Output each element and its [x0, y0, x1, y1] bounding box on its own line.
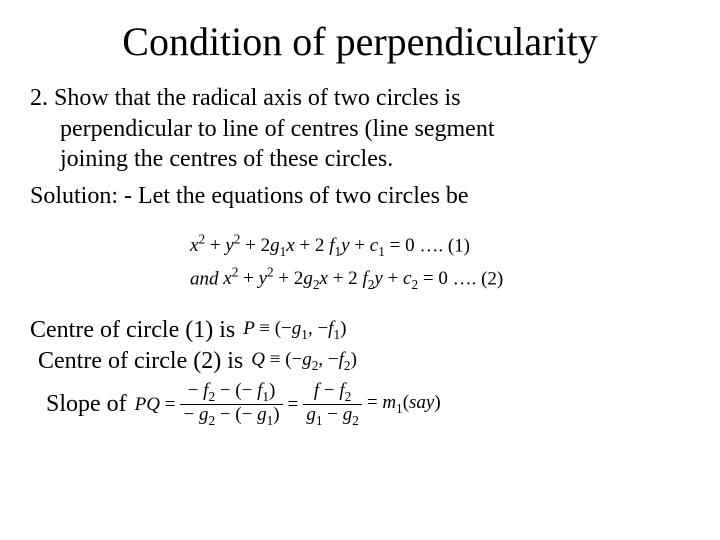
slope-label: Slope of — [46, 391, 127, 418]
problem-line-3: joining the centres of these circles. — [30, 144, 690, 175]
fraction-2: f − f2 g1 − g2 — [303, 381, 362, 428]
centre-2-math: Q ≡ (−g2, −f2) — [251, 349, 357, 374]
slope-row: Slope of PQ = − f2 − (− f1) − g2 − (− g1… — [46, 381, 690, 428]
equation-2-prefix: and — [190, 268, 219, 289]
centre-1-math: P ≡ (−g1, −f1) — [243, 318, 346, 343]
equation-1: x2 + y2 + 2g1x + 2 f1y + c1 = 0 …. (1) — [190, 230, 690, 263]
equations-block: x2 + y2 + 2g1x + 2 f1y + c1 = 0 …. (1) a… — [190, 230, 690, 295]
centre-1-row: Centre of circle (1) is P ≡ (−g1, −f1) — [30, 317, 690, 344]
slide: Condition of perpendicularity 2. Show th… — [0, 0, 720, 540]
equation-2: and x2 + y2 + 2g2x + 2 f2y + c2 = 0 …. (… — [190, 263, 690, 296]
equation-2-tag: …. (2) — [453, 268, 504, 289]
solution-lead: Solution: - Let the equations of two cir… — [30, 181, 690, 212]
slope-math: PQ = − f2 − (− f1) − g2 − (− g1) = f − f… — [135, 381, 441, 428]
centre-1-label: Centre of circle (1) is — [30, 317, 235, 344]
slide-title: Condition of perpendicularity — [30, 18, 690, 65]
problem-statement: 2. Show that the radical axis of two cir… — [30, 83, 690, 175]
centre-2-row: Centre of circle (2) is Q ≡ (−g2, −f2) — [38, 348, 690, 375]
problem-line-2: perpendicular to line of centres (line s… — [30, 114, 690, 145]
problem-line-1: 2. Show that the radical axis of two cir… — [30, 83, 690, 114]
equation-1-tag: …. (1) — [419, 235, 470, 256]
centre-2-label: Centre of circle (2) is — [38, 348, 243, 375]
fraction-1: − f2 − (− f1) − g2 − (− g1) — [180, 381, 282, 428]
